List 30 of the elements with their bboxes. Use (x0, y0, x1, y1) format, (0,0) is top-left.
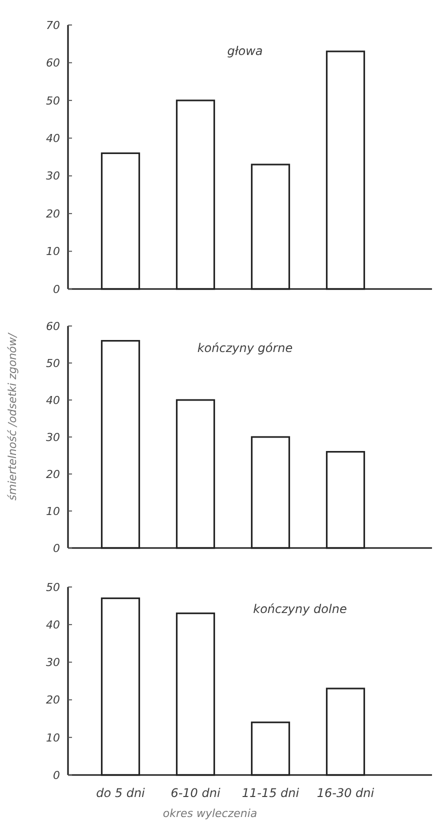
y-tick-label: 40 (46, 132, 60, 145)
y-tick-label: 0 (53, 768, 60, 782)
y-tick-label: 10 (46, 731, 60, 744)
x-tick-label: 6-10 dni (170, 786, 221, 800)
text: kończyny dolne (253, 602, 347, 616)
text: kończyny górne (197, 341, 293, 355)
text: głowa (227, 44, 263, 58)
x-tick-label: 16-30 dni (316, 786, 375, 800)
y-tick-label: 50 (46, 356, 60, 370)
y-tick-label: 30 (46, 170, 60, 183)
y-tick-label: 30 (46, 656, 60, 670)
y-tick-label: 20 (46, 207, 60, 220)
y-tick-label: 60 (46, 320, 60, 333)
y-tick-label: 20 (46, 468, 60, 481)
y-axis-title: śmiertelność /odsetki zgonów/ (6, 332, 19, 500)
y-tick-label: 0 (53, 282, 60, 296)
y-tick-label: 70 (46, 18, 60, 32)
y-tick-label: 40 (46, 394, 60, 407)
y-tick-label: 40 (46, 618, 60, 632)
y-tick-label: 60 (46, 56, 60, 70)
y-tick-label: 10 (46, 504, 60, 518)
y-tick-label: 10 (46, 245, 60, 258)
y-tick-label: 30 (46, 430, 60, 444)
x-tick-label: 11-15 dni (242, 786, 300, 800)
y-tick-label: 0 (53, 542, 60, 555)
x-tick-label: do 5 dni (96, 786, 146, 800)
y-tick-label: 50 (46, 94, 60, 108)
y-tick-label: 20 (46, 694, 60, 707)
y-tick-label: 50 (46, 580, 60, 594)
x-axis-title: okres wyleczenia (162, 807, 258, 820)
